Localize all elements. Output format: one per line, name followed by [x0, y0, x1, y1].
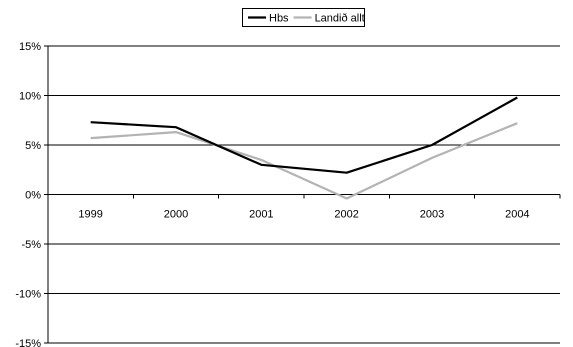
y-tick-label: -15% [15, 338, 41, 347]
series-line-landid-allt [90, 122, 518, 200]
legend-label: Landið allt [315, 13, 365, 25]
legend-label: Hbs [269, 13, 289, 25]
x-tick-label: 2004 [505, 209, 529, 221]
legend: Hbs Landið allt [242, 8, 365, 27]
x-axis-tick-labels: 1999 2000 2001 2002 2003 2004 [78, 209, 529, 221]
x-tick-label: 1999 [78, 209, 102, 221]
y-tick-label: 15% [19, 41, 41, 53]
y-tick-label: 5% [25, 140, 41, 152]
x-tick-label: 2002 [334, 209, 358, 221]
y-tick-label: -5% [21, 239, 41, 251]
y-tick-label: -10% [15, 289, 41, 301]
y-tick-label: 0% [25, 190, 41, 202]
y-axis-tick-labels: 15% 10% 5% 0% -5% -10% -15% [15, 41, 41, 347]
y-tick-label: 10% [19, 91, 41, 103]
x-tick-label: 2000 [164, 209, 188, 221]
series-lines [90, 96, 518, 200]
x-tick-label: 2003 [420, 209, 444, 221]
x-tick-label: 2001 [249, 209, 273, 221]
axes [44, 45, 561, 344]
series-line-hbs [90, 96, 518, 174]
